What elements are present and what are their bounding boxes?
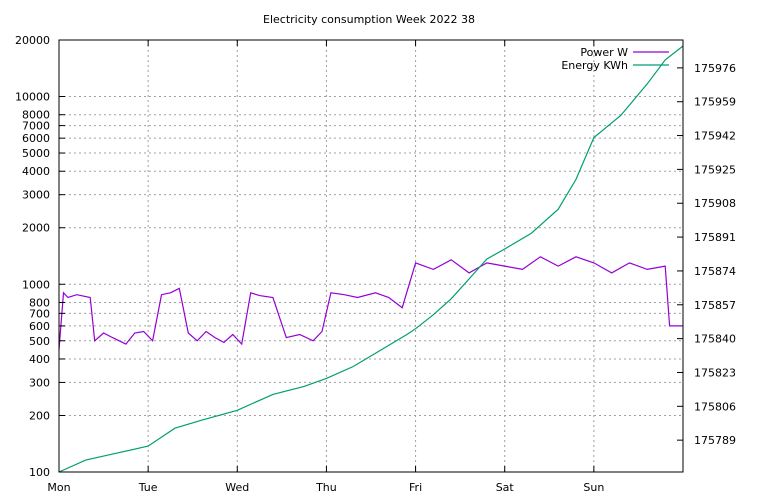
y-left-tick-label: 2000 — [22, 222, 50, 235]
x-tick-label: Thu — [315, 481, 337, 494]
legend-label: Power W — [580, 46, 628, 59]
y-right-tick-label: 175942 — [694, 130, 736, 143]
y-right-tick-label: 175976 — [694, 62, 736, 75]
y-right-tick-label: 175891 — [694, 231, 736, 244]
y-left-tick-label: 700 — [29, 307, 50, 320]
grid-lines — [59, 40, 683, 472]
y-left-tick-label: 6000 — [22, 132, 50, 145]
y-left-tick-label: 800 — [29, 296, 50, 309]
series-layer — [58, 45, 684, 473]
series-line-1 — [58, 45, 684, 473]
y-left-tick-label: 3000 — [22, 189, 50, 202]
plot-frame — [58, 39, 684, 473]
y-left-tick-label: 100 — [29, 466, 50, 479]
y-right-tick-label: 175959 — [694, 96, 736, 109]
y-left-tick-label: 8000 — [22, 109, 50, 122]
y-right-tick-label: 175908 — [694, 197, 736, 210]
y-left-tick-label: 20000 — [15, 34, 50, 47]
y-right-tick-label: 175789 — [694, 434, 736, 447]
axis-ticks: Mon Tue Wed Thu Fri Sat Sun1002003004005006007… — [15, 34, 736, 494]
x-tick-label: Mon — [47, 481, 70, 494]
x-tick-label: Wed — [225, 481, 249, 494]
y-left-tick-label: 7000 — [22, 120, 50, 133]
y-right-tick-label: 175823 — [694, 366, 736, 379]
y-left-tick-label: 400 — [29, 353, 50, 366]
x-tick-label: Sat — [496, 481, 515, 494]
y-right-tick-label: 175874 — [694, 265, 736, 278]
y-right-tick-label: 175925 — [694, 163, 736, 176]
y-right-tick-label: 175857 — [694, 299, 736, 312]
y-left-tick-label: 200 — [29, 409, 50, 422]
x-tick-label: Tue — [138, 481, 158, 494]
y-left-tick-label: 5000 — [22, 147, 50, 160]
y-right-tick-label: 175840 — [694, 333, 736, 346]
x-tick-label: Sun — [583, 481, 604, 494]
y-left-tick-label: 500 — [29, 335, 50, 348]
y-left-tick-label: 600 — [29, 320, 50, 333]
y-left-tick-label: 10000 — [15, 91, 50, 104]
chart-title: Electricity consumption Week 2022 38 — [263, 13, 475, 26]
y-left-tick-label: 4000 — [22, 165, 50, 178]
series-line-0 — [58, 256, 683, 350]
y-left-tick-label: 1000 — [22, 278, 50, 291]
y-left-tick-label: 300 — [29, 376, 50, 389]
y-right-tick-label: 175806 — [694, 400, 736, 413]
legend-label: Energy KWh — [561, 59, 628, 72]
x-tick-label: Fri — [409, 481, 422, 494]
